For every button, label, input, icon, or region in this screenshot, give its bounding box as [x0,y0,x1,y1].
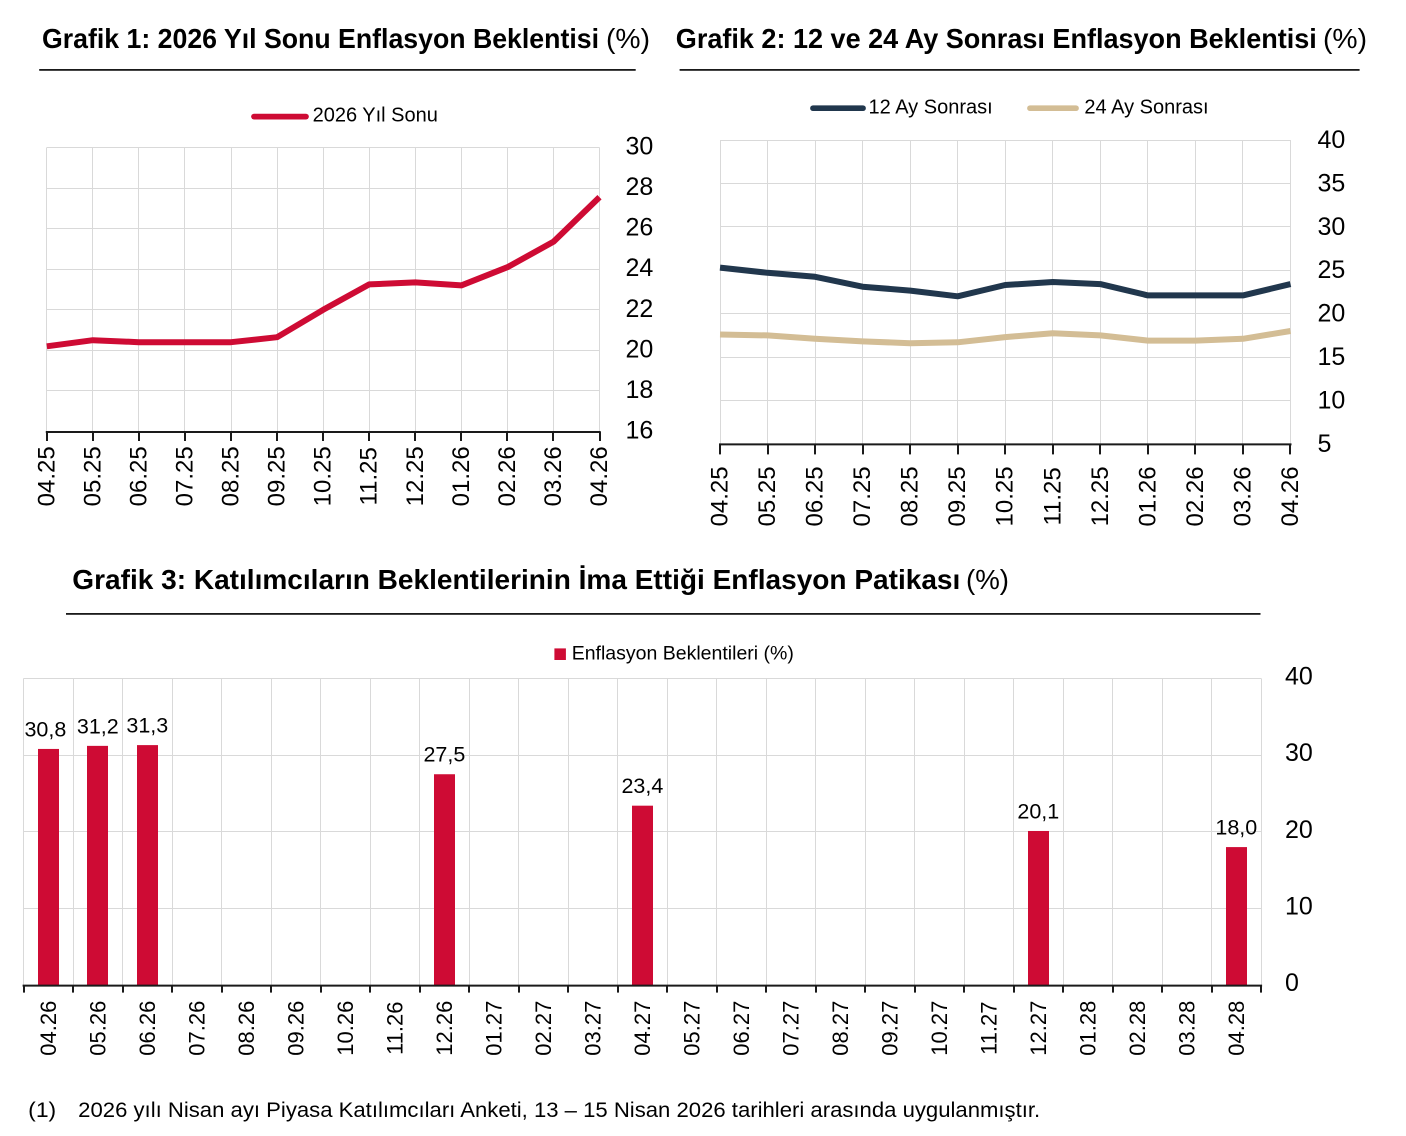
svg-text:12 Ay Sonrası: 12 Ay Sonrası [869,97,993,119]
svg-text:02.28: 02.28 [1125,1001,1150,1056]
svg-text:12.25: 12.25 [402,446,429,506]
svg-text:20: 20 [1318,300,1346,328]
svg-text:10.25: 10.25 [992,466,1019,526]
svg-text:28: 28 [626,173,654,201]
svg-text:18,0: 18,0 [1215,816,1257,840]
svg-text:04.25: 04.25 [33,446,60,506]
svg-text:03.27: 03.27 [580,1001,605,1056]
svg-text:10.25: 10.25 [310,446,337,506]
svg-text:08.27: 08.27 [828,1001,853,1056]
svg-text:03.26: 03.26 [540,446,567,506]
svg-text:08.25: 08.25 [218,446,245,506]
svg-text:04.28: 04.28 [1224,1001,1249,1056]
svg-text:04.26: 04.26 [36,1001,61,1056]
svg-text:24 Ay Sonrası: 24 Ay Sonrası [1084,97,1208,119]
svg-text:06.25: 06.25 [125,446,152,506]
svg-text:10.27: 10.27 [927,1001,952,1056]
svg-text:40: 40 [1285,662,1313,690]
svg-text:09.25: 09.25 [944,466,971,526]
svg-text:27,5: 27,5 [423,743,465,767]
svg-text:31,2: 31,2 [77,714,119,738]
svg-text:Enflasyon Beklentileri (%): Enflasyon Beklentileri (%) [572,643,794,665]
svg-text:(%): (%) [1323,23,1367,54]
svg-text:24: 24 [626,254,654,282]
svg-text:09.26: 09.26 [283,1001,308,1056]
svg-text:25: 25 [1318,256,1346,284]
svg-text:07.25: 07.25 [172,446,199,506]
svg-text:0: 0 [1285,969,1299,997]
svg-text:20: 20 [1285,816,1313,844]
svg-text:12.27: 12.27 [1026,1001,1051,1056]
svg-text:2026 yılı Nisan ayı Piyasa Kat: 2026 yılı Nisan ayı Piyasa Katılımcıları… [78,1099,1040,1122]
svg-text:01.27: 01.27 [481,1001,506,1056]
svg-text:35: 35 [1318,169,1346,197]
svg-text:04.26: 04.26 [1277,466,1304,526]
svg-text:09.27: 09.27 [877,1001,902,1056]
svg-text:18: 18 [626,376,654,404]
svg-text:12.25: 12.25 [1087,466,1114,526]
svg-text:08.25: 08.25 [897,466,924,526]
svg-text:05.27: 05.27 [679,1001,704,1056]
svg-text:30: 30 [626,133,654,161]
svg-text:11.26: 11.26 [382,1001,407,1054]
svg-text:10.26: 10.26 [333,1001,358,1056]
svg-text:2026 Yıl Sonu: 2026 Yıl Sonu [313,105,438,127]
svg-text:11.25: 11.25 [1039,467,1066,525]
svg-text:30: 30 [1285,739,1313,767]
svg-text:06.25: 06.25 [802,466,829,526]
svg-text:23,4: 23,4 [621,774,663,798]
svg-text:11.27: 11.27 [976,1001,1001,1054]
svg-text:04.26: 04.26 [586,446,613,506]
svg-text:03.28: 03.28 [1174,1001,1199,1056]
svg-text:5: 5 [1318,430,1332,458]
svg-text:20,1: 20,1 [1017,800,1059,824]
svg-text:40: 40 [1318,126,1346,154]
svg-text:09.25: 09.25 [264,446,291,506]
svg-text:31,3: 31,3 [126,714,168,738]
svg-text:11.25: 11.25 [356,447,383,505]
svg-text:05.25: 05.25 [79,446,106,506]
svg-text:(%): (%) [966,564,1009,595]
svg-text:16: 16 [626,417,654,445]
svg-text:10: 10 [1318,387,1346,415]
svg-text:05.26: 05.26 [85,1001,110,1056]
svg-text:22: 22 [626,295,654,323]
svg-text:01.28: 01.28 [1075,1001,1100,1056]
svg-text:05.25: 05.25 [754,466,781,526]
svg-text:12.26: 12.26 [432,1001,457,1056]
svg-text:06.26: 06.26 [135,1001,160,1056]
svg-text:Grafik 3: Katılımcıların Bekle: Grafik 3: Katılımcıların Beklentilerinin… [72,564,960,595]
svg-text:03.26: 03.26 [1230,466,1257,526]
svg-text:07.26: 07.26 [184,1001,209,1056]
svg-text:20: 20 [626,335,654,363]
svg-text:10: 10 [1285,892,1313,920]
svg-text:(1): (1) [28,1099,56,1122]
svg-text:15: 15 [1318,343,1346,371]
svg-text:30: 30 [1318,213,1346,241]
svg-text:08.26: 08.26 [234,1001,259,1056]
svg-text:07.25: 07.25 [849,466,876,526]
svg-text:02.27: 02.27 [531,1001,556,1056]
svg-text:Grafik 1: 2026 Yıl Sonu Enflas: Grafik 1: 2026 Yıl Sonu Enflasyon Beklen… [42,23,599,54]
svg-text:26: 26 [626,214,654,242]
svg-text:02.26: 02.26 [1182,466,1209,526]
svg-text:04.25: 04.25 [707,466,734,526]
svg-text:06.27: 06.27 [729,1001,754,1056]
svg-text:07.27: 07.27 [778,1001,803,1056]
svg-text:02.26: 02.26 [494,446,521,506]
svg-text:30,8: 30,8 [24,717,66,741]
svg-text:(%): (%) [606,23,650,54]
svg-text:01.26: 01.26 [1134,466,1161,526]
svg-text:04.27: 04.27 [630,1001,655,1056]
svg-text:01.26: 01.26 [448,446,475,506]
svg-text:Grafik 2: 12 ve 24 Ay Sonrası: Grafik 2: 12 ve 24 Ay Sonrası Enflasyon … [676,23,1317,54]
